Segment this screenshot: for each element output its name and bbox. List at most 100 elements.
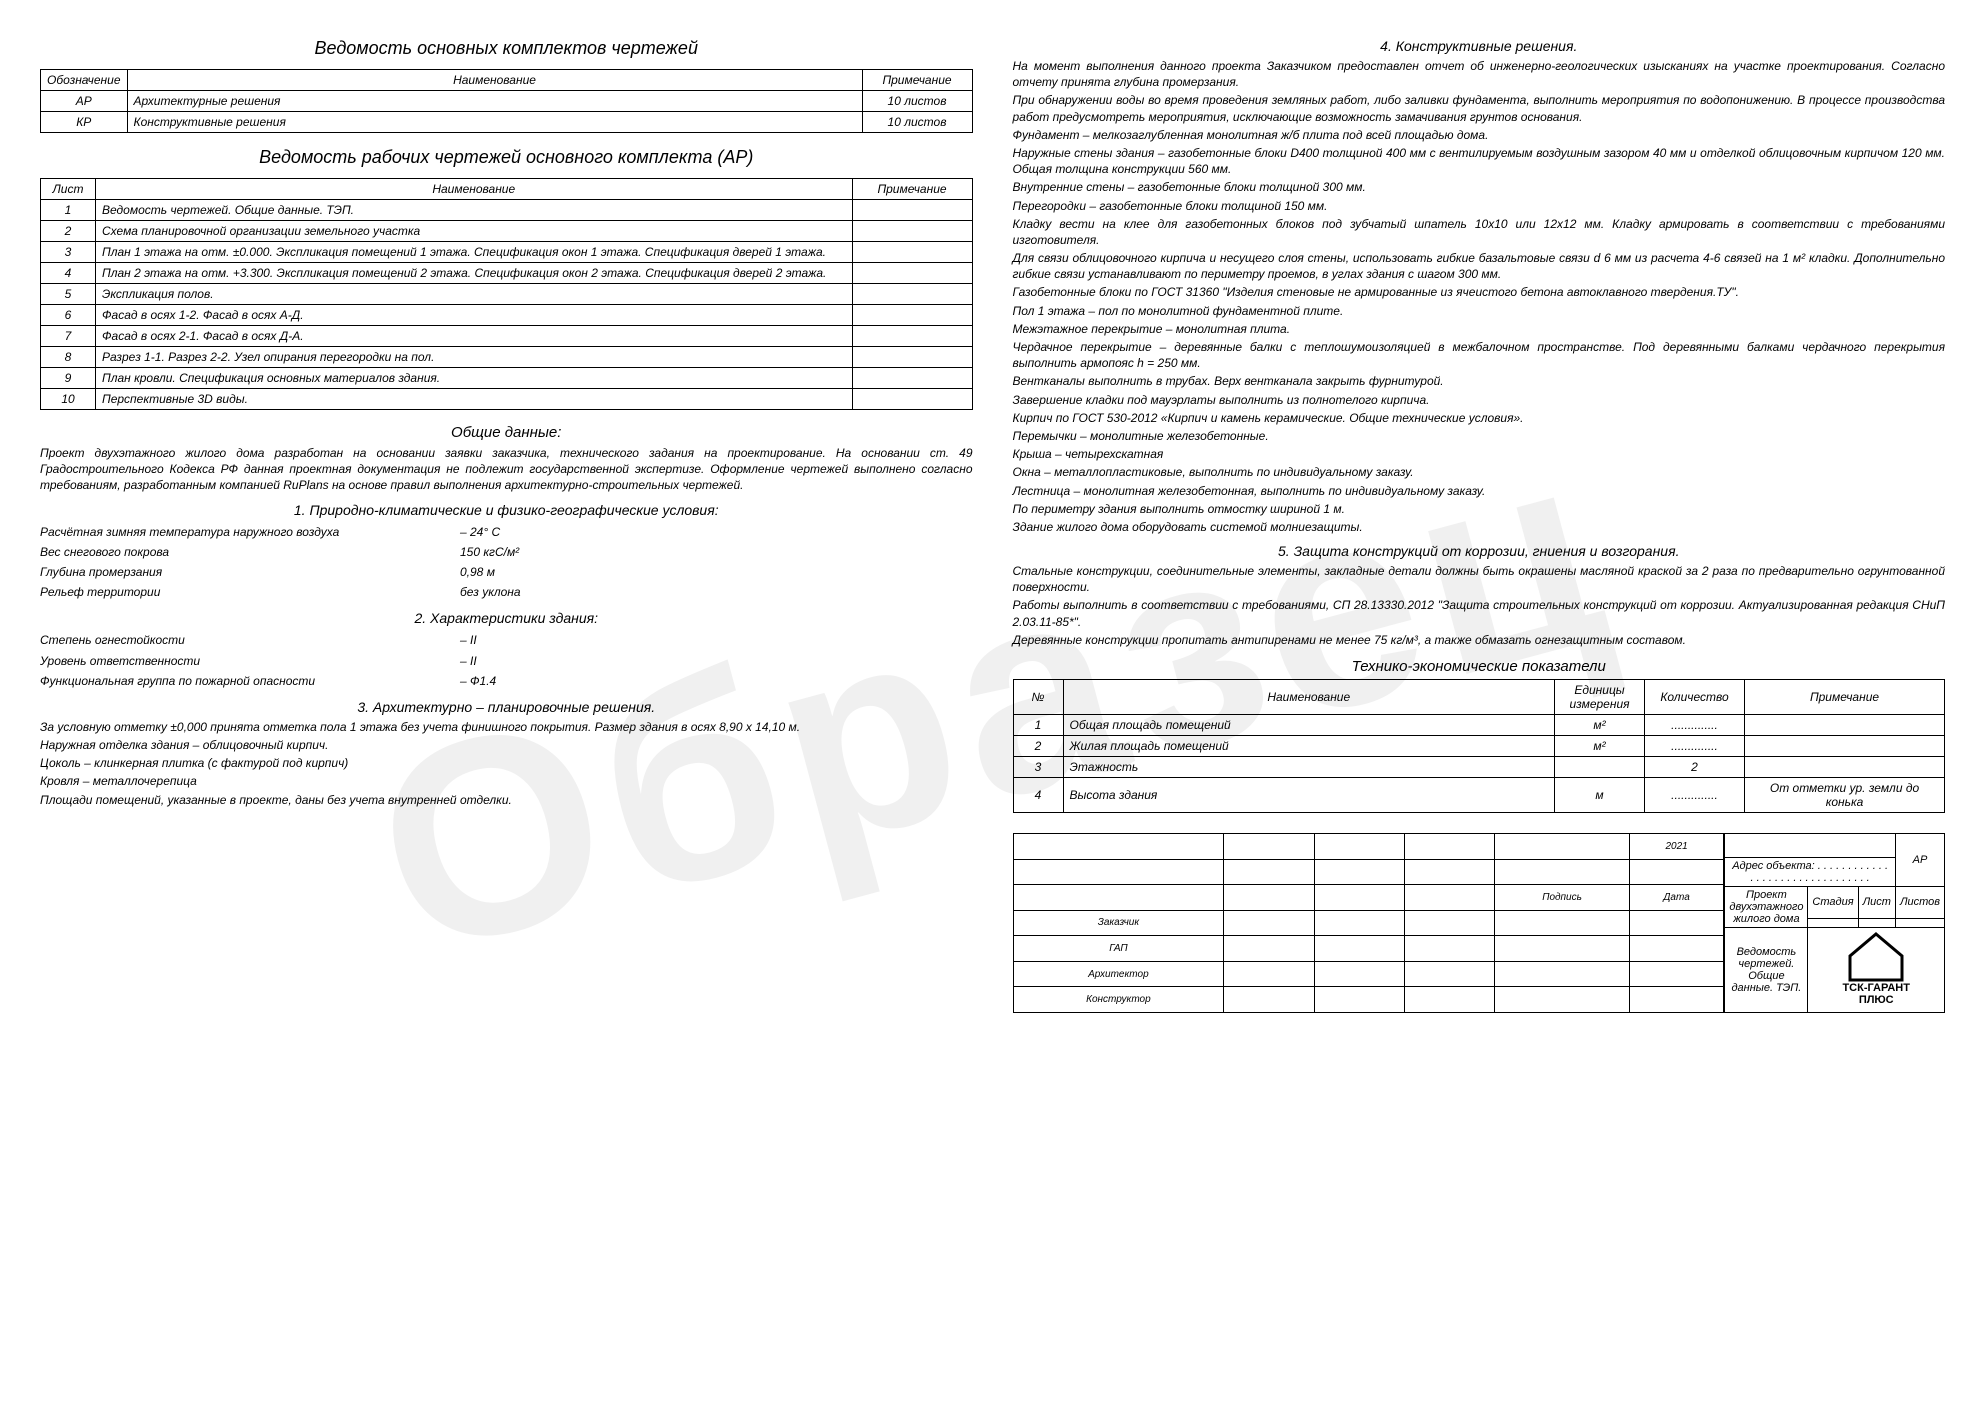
table-cell: 2 bbox=[1013, 736, 1063, 757]
t1-h2: Примечание bbox=[862, 70, 972, 91]
table-cell: 1 bbox=[1013, 715, 1063, 736]
para: Вентканалы выполнить в трубах. Верх вент… bbox=[1013, 373, 1946, 389]
t2-h1: Наименование bbox=[96, 179, 853, 200]
table-cell: От отметки ур. земли до конька bbox=[1745, 778, 1945, 813]
table-cell: План 2 этажа на отм. +3.300. Экспликация… bbox=[96, 263, 853, 284]
page: Ведомость основных комплектов чертежей О… bbox=[40, 30, 1945, 1373]
h-sheets: Листов bbox=[1895, 887, 1944, 919]
para: Межэтажное перекрытие – монолитная плита… bbox=[1013, 321, 1946, 337]
tep-h3: Количество bbox=[1645, 680, 1745, 715]
stamp-sheet-name: Ведомость чертежей. Общие данные. ТЭП. bbox=[1725, 928, 1808, 1013]
table-kits: Обозначение Наименование Примечание АРАр… bbox=[40, 69, 973, 133]
title-block: 2021 ПодписьДата Заказчик ГАП Архитектор… bbox=[1013, 833, 1946, 1027]
kv-val: 0,98 м bbox=[460, 564, 973, 580]
para: Для связи облицовочного кирпича и несуще… bbox=[1013, 250, 1946, 282]
kv-key: Расчётная зимняя температура наружного в… bbox=[40, 524, 460, 540]
table-cell: 10 bbox=[41, 389, 96, 410]
table-cell bbox=[852, 284, 972, 305]
para: При обнаружении воды во время проведения… bbox=[1013, 92, 1946, 124]
table-cell bbox=[1745, 757, 1945, 778]
para: Окна – металлопластиковые, выполнить по … bbox=[1013, 464, 1946, 480]
role-3: Конструктор bbox=[1013, 987, 1224, 1013]
general-title: Общие данные: bbox=[40, 424, 973, 441]
table-cell: 2 bbox=[1645, 757, 1745, 778]
t1-h1: Наименование bbox=[127, 70, 862, 91]
table-cell bbox=[852, 368, 972, 389]
table-cell bbox=[852, 221, 972, 242]
table-cell: 6 bbox=[41, 305, 96, 326]
table-cell bbox=[852, 389, 972, 410]
left-column: Ведомость основных комплектов чертежей О… bbox=[40, 30, 973, 1373]
role-2: Архитектор bbox=[1013, 961, 1224, 987]
table-cell: Фасад в осях 1-2. Фасад в осях А-Д. bbox=[96, 305, 853, 326]
table-cell bbox=[1555, 757, 1645, 778]
tep-title: Технико-экономические показатели bbox=[1013, 658, 1946, 675]
tep-h4: Примечание bbox=[1745, 680, 1945, 715]
table-cell: Схема планировочной организации земельно… bbox=[96, 221, 853, 242]
stamp-sign-h: Подпись bbox=[1495, 885, 1630, 911]
table-cell bbox=[852, 263, 972, 284]
stamp-right: АР Адрес объекта: . . . . . . . . . . . … bbox=[1724, 833, 1945, 1013]
table-cell: м² bbox=[1555, 715, 1645, 736]
logo-text-2: ПЛЮС bbox=[1859, 994, 1894, 1006]
kv-key: Рельеф территории bbox=[40, 584, 460, 600]
table-cell bbox=[852, 326, 972, 347]
para: Перегородки – газобетонные блоки толщино… bbox=[1013, 198, 1946, 214]
t2-h2: Примечание bbox=[852, 179, 972, 200]
role-0: Заказчик bbox=[1013, 910, 1224, 936]
table-cell: Этажность bbox=[1063, 757, 1555, 778]
table-cell: 10 листов bbox=[862, 112, 972, 133]
house-icon bbox=[1846, 932, 1906, 982]
para: Стальные конструкции, соединительные эле… bbox=[1013, 563, 1946, 595]
kv-val: – 24° С bbox=[460, 524, 973, 540]
para: Кирпич по ГОСТ 530-2012 «Кирпич и камень… bbox=[1013, 410, 1946, 426]
s2-title: 2. Характеристики здания: bbox=[40, 610, 973, 626]
kv-key: Уровень ответственности bbox=[40, 653, 460, 669]
kv-val: без уклона bbox=[460, 584, 973, 600]
para: Цоколь – клинкерная плитка (с фактурой п… bbox=[40, 755, 973, 771]
para: Наружные стены здания – газобетонные бло… bbox=[1013, 145, 1946, 177]
s5-title: 5. Защита конструкций от коррозии, гниен… bbox=[1013, 543, 1946, 559]
company-logo: ТСК-ГАРАНТПЛЮС bbox=[1812, 930, 1940, 1010]
table-cell: Разрез 1-1. Разрез 2-2. Узел опирания пе… bbox=[96, 347, 853, 368]
table-cell: 10 листов bbox=[862, 91, 972, 112]
t1-h0: Обозначение bbox=[41, 70, 128, 91]
t2-h0: Лист bbox=[41, 179, 96, 200]
kv-key: Вес снегового покрова bbox=[40, 544, 460, 560]
kv-val: – II bbox=[460, 632, 973, 648]
table-cell: .............. bbox=[1645, 778, 1745, 813]
table-cell bbox=[852, 305, 972, 326]
para: Лестница – монолитная железобетонная, вы… bbox=[1013, 483, 1946, 499]
table-cell: 9 bbox=[41, 368, 96, 389]
para: Перемычки – монолитные железобетонные. bbox=[1013, 428, 1946, 444]
para: На момент выполнения данного проекта Зак… bbox=[1013, 58, 1946, 90]
table-cell: Высота здания bbox=[1063, 778, 1555, 813]
table-cell: Общая площадь помещений bbox=[1063, 715, 1555, 736]
para: Чердачное перекрытие – деревянные балки … bbox=[1013, 339, 1946, 371]
para: Кладку вести на клее для газобетонных бл… bbox=[1013, 216, 1946, 248]
para: Кровля – металлочерепица bbox=[40, 773, 973, 789]
table-cell: 4 bbox=[41, 263, 96, 284]
table-cell: 5 bbox=[41, 284, 96, 305]
table-cell: Конструктивные решения bbox=[127, 112, 862, 133]
t1-title: Ведомость основных комплектов чертежей bbox=[40, 38, 973, 59]
kv-key: Глубина промерзания bbox=[40, 564, 460, 580]
table-cell: 4 bbox=[1013, 778, 1063, 813]
table-sheets: Лист Наименование Примечание 1Ведомость … bbox=[40, 178, 973, 410]
table-cell: 2 bbox=[41, 221, 96, 242]
para: За условную отметку ±0,000 принята отмет… bbox=[40, 719, 973, 735]
role-1: ГАП bbox=[1013, 936, 1224, 962]
table-cell: .............. bbox=[1645, 736, 1745, 757]
para: Пол 1 этажа – пол по монолитной фундамен… bbox=[1013, 303, 1946, 319]
table-cell: План 1 этажа на отм. ±0.000. Экспликация… bbox=[96, 242, 853, 263]
table-cell: КР bbox=[41, 112, 128, 133]
table-cell bbox=[852, 347, 972, 368]
table-cell: Жилая площадь помещений bbox=[1063, 736, 1555, 757]
table-cell: План кровли. Спецификация основных матер… bbox=[96, 368, 853, 389]
table-cell: Перспективные 3D виды. bbox=[96, 389, 853, 410]
table-cell bbox=[1745, 736, 1945, 757]
table-cell: м² bbox=[1555, 736, 1645, 757]
general-p1: Проект двухэтажного жилого дома разработ… bbox=[40, 445, 973, 494]
stamp-addr: Адрес объекта: . . . . . . . . . . . . .… bbox=[1725, 858, 1896, 887]
stamp-year: 2021 bbox=[1629, 834, 1724, 860]
